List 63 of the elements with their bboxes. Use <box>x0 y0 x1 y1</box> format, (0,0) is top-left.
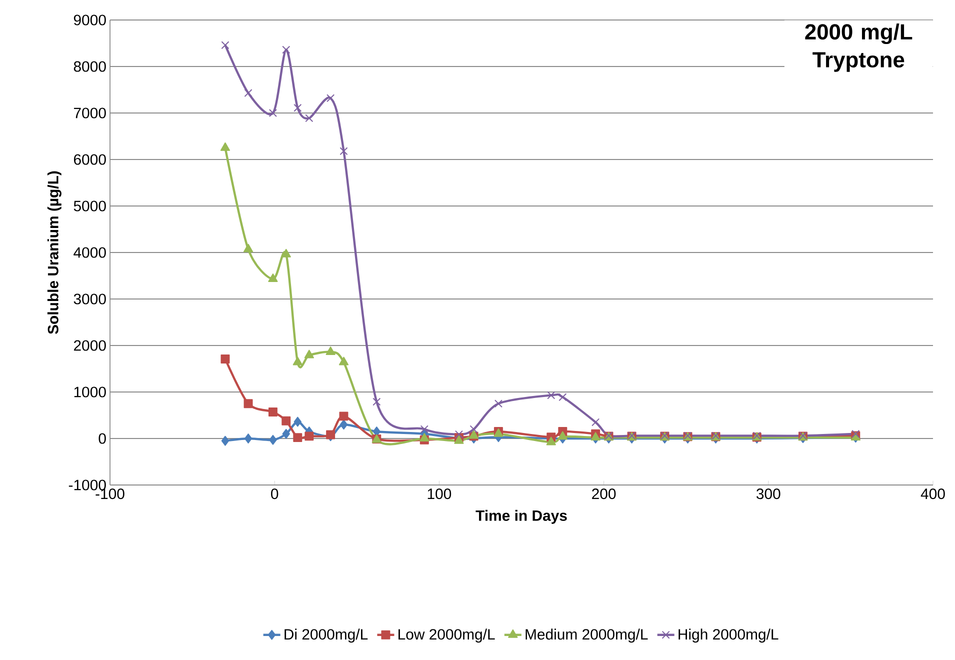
x-tick-label: 0 <box>271 488 278 500</box>
y-tick-label: 1000 <box>74 386 106 398</box>
point <box>269 434 277 445</box>
point <box>326 94 335 102</box>
annotation: 2000 mg/L Tryptone <box>805 24 912 72</box>
point <box>852 430 860 438</box>
point <box>420 425 428 434</box>
point <box>546 436 556 446</box>
point <box>420 433 430 442</box>
point <box>292 356 302 366</box>
point <box>221 436 230 446</box>
y-tick-label: 4000 <box>74 247 106 258</box>
point <box>558 431 568 440</box>
y-tick-label: 8000 <box>74 61 106 72</box>
point <box>304 432 314 441</box>
point <box>304 350 314 358</box>
x-tick-label: -100 <box>96 488 124 500</box>
point <box>558 393 567 402</box>
point <box>282 428 290 439</box>
y-tick-label: 6000 <box>74 154 106 165</box>
point <box>244 399 253 408</box>
x-tick-label: 100 <box>428 488 452 500</box>
point <box>268 108 277 118</box>
legend-label: Di 2000mg/L <box>284 628 368 643</box>
legend-label: Medium 2000mg/L <box>526 628 648 643</box>
x-axis-title: Time in Days <box>476 510 567 524</box>
point <box>221 41 230 50</box>
point <box>244 88 252 98</box>
y-tick-label: 5000 <box>74 200 106 212</box>
y-tick-label: 7000 <box>74 108 106 118</box>
point <box>244 434 252 444</box>
point <box>243 244 254 252</box>
point <box>338 356 349 366</box>
y-tick-label: 9000 <box>74 14 106 26</box>
point <box>268 274 278 282</box>
y-tick-label: 3000 <box>74 294 106 304</box>
y-tick-label: 2000 <box>74 340 106 351</box>
point <box>305 114 314 122</box>
point <box>220 354 230 364</box>
x-tick-label: 400 <box>920 488 945 500</box>
point <box>590 432 600 441</box>
point <box>326 346 336 355</box>
point <box>547 391 556 400</box>
x-tick-label: 200 <box>592 488 616 500</box>
x-tick-label: 300 <box>756 488 780 500</box>
point <box>220 142 230 151</box>
point <box>268 408 278 416</box>
point <box>282 416 291 426</box>
legend-label: High 2000mg/L <box>678 628 778 643</box>
point <box>340 420 348 430</box>
point <box>282 46 290 54</box>
y-tick-label: 0 <box>98 433 106 444</box>
point <box>494 400 502 408</box>
point <box>294 416 302 427</box>
point <box>339 412 348 421</box>
point <box>340 147 348 156</box>
legend-label: Low 2000mg/L <box>398 628 495 643</box>
point <box>372 398 381 406</box>
point <box>294 104 302 112</box>
y-axis-title: Soluble Uranium (µg/L) <box>47 171 62 334</box>
y-tick-label: -1000 <box>68 480 106 490</box>
point <box>454 430 463 438</box>
point <box>293 433 302 442</box>
